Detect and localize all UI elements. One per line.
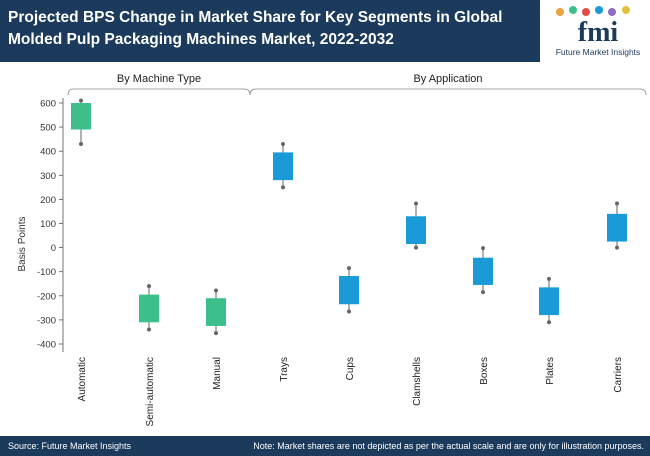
box-iqr [539,287,559,316]
group-brackets: By Machine Type By Application [67,73,647,96]
group-label: By Machine Type [117,73,201,85]
whisker-max-dot [615,201,619,206]
whisker-min-dot [414,245,418,250]
whisker-min-dot [79,141,83,146]
y-tick-label: 500 [40,123,56,134]
box-carriers [607,201,627,250]
whisker-min-dot [615,245,619,250]
whisker-min-dot [547,320,551,325]
group-label: By Application [413,73,482,85]
x-label-semi-automatic: Semi-automatic [145,357,156,426]
note-text: Note: Market shares are not depicted as … [253,441,644,451]
box-trays [273,141,293,190]
whisker-max-dot [347,266,351,271]
whisker-max-dot [481,246,485,251]
source-text: Source: Future Market Insights [8,441,132,451]
y-axis-title: Basis Points [17,216,28,271]
whisker-min-dot [281,185,285,190]
box-iqr [206,298,226,326]
logo-dot-green [569,6,577,14]
x-label-manual: Manual [212,357,223,390]
x-axis-labels: Automatic Semi-automatic Manual Trays Cups Cl… [77,357,624,426]
group-bracket-line [249,88,647,96]
boxes [71,98,627,336]
box-plates [539,276,559,325]
logo-dot-red [582,8,590,16]
logo-dot-yellow [622,6,630,14]
box-automatic [71,98,91,146]
box-manual [206,288,226,336]
whisker-max-dot [281,141,285,146]
box-boxes [473,246,493,295]
x-label-boxes: Boxes [479,357,490,385]
logo-dot-blue [595,6,603,14]
group-bracket-line [67,88,251,96]
y-tick-label: 0 [51,243,56,254]
box-iqr [607,213,627,242]
whisker-max-dot [547,276,551,281]
box-iqr [406,216,426,244]
whisker-max-dot [214,288,218,293]
y-tick-label: 600 [40,99,56,110]
box-iqr [273,152,293,181]
y-tick-label: 200 [40,195,56,206]
box-chart: By Machine Type By Application 600 500 400 3… [17,73,647,426]
group-by-application: By Application [249,73,647,96]
whisker-max-dot [147,284,151,289]
box-clamshells [406,201,426,250]
whisker-min-dot [147,327,151,332]
box-semi-automatic [139,284,159,332]
chart-title: Projected BPS Change in Market Share for… [8,9,503,48]
whisker-min-dot [481,290,485,295]
x-label-plates: Plates [545,357,556,385]
y-tick-label: -100 [37,267,56,278]
y-axis: 600 500 400 300 200 100 0 -100 -200 -300 -400 [37,98,64,352]
logo-subtitle: Future Market Insights [556,47,641,57]
logo-dot-orange [556,8,564,16]
y-tick-label: 400 [40,147,56,158]
logo-dot-purple [608,8,616,16]
y-tick-label: 100 [40,219,56,230]
x-label-trays: Trays [279,357,290,382]
title-band: Projected BPS Change in Market Share for… [0,0,540,62]
header: Projected BPS Change in Market Share for… [0,0,650,62]
x-label-clamshells: Clamshells [412,357,423,406]
y-tick-label: -400 [37,340,56,351]
box-iqr [339,276,359,305]
whisker-min-dot [347,309,351,314]
x-label-automatic: Automatic [77,357,88,401]
whisker-max-dot [79,98,83,103]
x-label-carriers: Carriers [613,357,624,393]
whisker-max-dot [414,201,418,206]
y-tick-label: -300 [37,315,56,326]
logo-text: fmi [578,17,619,48]
y-tick-label: 300 [40,171,56,182]
box-cups [339,266,359,314]
box-iqr [473,257,493,285]
fmi-logo: fmi Future Market Insights [556,6,641,57]
footer: Source: Future Market Insights Note: Mar… [0,436,650,456]
x-label-cups: Cups [345,357,356,380]
whisker-min-dot [214,331,218,336]
box-iqr [139,294,159,323]
y-tick-label: -200 [37,291,56,302]
group-by-machine-type: By Machine Type [67,73,251,96]
box-iqr [71,103,91,130]
